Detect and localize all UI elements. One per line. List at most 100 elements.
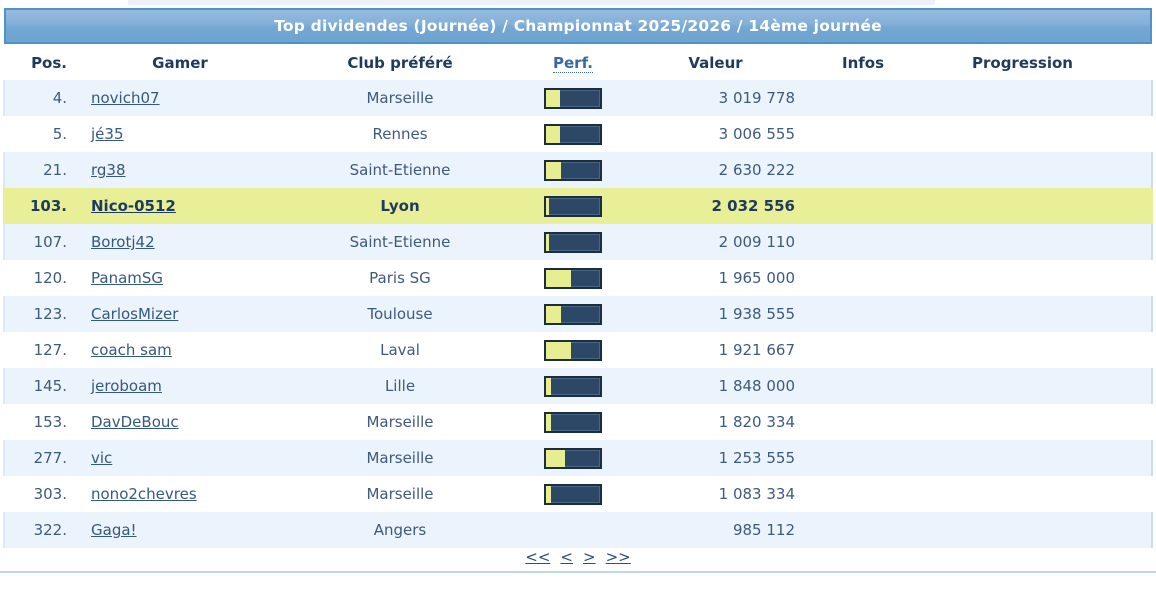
- pagination-first-link[interactable]: <<: [525, 548, 551, 566]
- valeur-cell: 3 019 778: [718, 89, 795, 107]
- club-cell: Marseille: [366, 449, 434, 467]
- table-row: 123. CarlosMizer Toulouse 1 938 555: [3, 296, 1153, 332]
- pos-cell: 103.: [29, 197, 67, 215]
- top-edge-strip: [128, 0, 935, 5]
- valeur-cell: 1 820 334: [718, 413, 795, 431]
- club-cell: Paris SG: [369, 269, 431, 287]
- gamer-link[interactable]: novich07: [91, 89, 160, 107]
- infos-cell: [798, 404, 928, 440]
- board-title-bar: Top dividendes (Journée) / Championnat 2…: [4, 8, 1152, 44]
- pos-cell: 322.: [33, 521, 67, 539]
- pos-cell: 5.: [52, 125, 67, 143]
- perf-bar: [544, 447, 602, 469]
- valeur-cell: 2 032 556: [711, 197, 795, 215]
- valeur-cell: 2 009 110: [718, 233, 795, 251]
- table-row: 277. vic Marseille 1 253 555: [3, 440, 1153, 476]
- gamer-link[interactable]: vic: [91, 449, 113, 467]
- pagination-prev-link[interactable]: <: [560, 548, 573, 566]
- perf-bar: [544, 483, 602, 505]
- pos-cell: 277.: [33, 449, 67, 467]
- perf-bar-fill: [546, 413, 551, 431]
- gamer-link[interactable]: jé35: [91, 125, 124, 143]
- perf-bar-fill: [546, 449, 565, 467]
- progression-cell: [928, 296, 1153, 332]
- gamer-link[interactable]: jeroboam: [91, 377, 162, 395]
- gamer-link[interactable]: CarlosMizer: [91, 305, 179, 323]
- progression-cell: [928, 332, 1153, 368]
- col-header-pos: Pos.: [31, 54, 67, 72]
- club-cell: Laval: [380, 341, 420, 359]
- perf-bar: [544, 87, 602, 109]
- club-cell: Marseille: [366, 485, 434, 503]
- board-title: Top dividendes (Journée) / Championnat 2…: [274, 17, 882, 35]
- progression-cell: [928, 116, 1153, 152]
- progression-cell: [928, 152, 1153, 188]
- perf-bar: [544, 123, 602, 145]
- perf-header-tooltip-link[interactable]: Perf.: [553, 54, 593, 73]
- valeur-cell: 1 083 334: [718, 485, 795, 503]
- progression-cell: [928, 188, 1153, 224]
- table-header-row: Pos. Gamer Club préféré Perf. Valeur Inf…: [3, 46, 1153, 80]
- valeur-cell: 1 253 555: [718, 449, 795, 467]
- infos-cell: [798, 224, 928, 260]
- table-row: 322. Gaga! Angers 985 112: [3, 512, 1153, 548]
- pos-cell: 153.: [33, 413, 67, 431]
- infos-cell: [798, 116, 928, 152]
- club-cell: Saint-Etienne: [349, 161, 451, 179]
- table-row: 120. PanamSG Paris SG 1 965 000: [3, 260, 1153, 296]
- perf-bar: [544, 195, 602, 217]
- infos-cell: [798, 440, 928, 476]
- pagination-last-link[interactable]: >>: [605, 548, 631, 566]
- gamer-link[interactable]: DavDeBouc: [91, 413, 179, 431]
- gamer-link[interactable]: Nico-0512: [91, 197, 176, 215]
- table-body: 4. novich07 Marseille 3 019 778 5. jé35 …: [3, 80, 1153, 548]
- club-cell: Toulouse: [367, 305, 433, 323]
- infos-cell: [798, 152, 928, 188]
- gamer-link[interactable]: PanamSG: [91, 269, 164, 287]
- perf-bar-fill: [546, 377, 551, 395]
- perf-bar: [544, 159, 602, 181]
- progression-cell: [928, 440, 1153, 476]
- gamer-link[interactable]: Gaga!: [91, 521, 137, 539]
- table-row: 107. Borotj42 Saint-Etienne 2 009 110: [3, 224, 1153, 260]
- club-cell: Saint-Etienne: [349, 233, 451, 251]
- perf-bar: [544, 411, 602, 433]
- club-cell: Rennes: [372, 125, 428, 143]
- table-row: 153. DavDeBouc Marseille 1 820 334: [3, 404, 1153, 440]
- pos-cell: 21.: [43, 161, 67, 179]
- club-cell: Marseille: [366, 89, 434, 107]
- perf-bar-fill: [546, 341, 571, 359]
- pos-cell: 123.: [33, 305, 67, 323]
- progression-cell: [928, 404, 1153, 440]
- infos-cell: [798, 332, 928, 368]
- valeur-cell: 1 921 667: [718, 341, 795, 359]
- perf-bar-fill: [546, 269, 571, 287]
- table-row: 303. nono2chevres Marseille 1 083 334: [3, 476, 1153, 512]
- perf-bar: [544, 231, 602, 253]
- perf-bar-fill: [546, 233, 550, 251]
- gamer-link[interactable]: Borotj42: [91, 233, 155, 251]
- club-cell: Lyon: [380, 197, 420, 215]
- gamer-link[interactable]: rg38: [91, 161, 126, 179]
- table-row: 145. jeroboam Lille 1 848 000: [3, 368, 1153, 404]
- table-row: 103. Nico-0512 Lyon 2 032 556: [3, 188, 1153, 224]
- pagination: << < > >>: [3, 548, 1153, 572]
- perf-bar-fill: [546, 161, 562, 179]
- infos-cell: [798, 260, 928, 296]
- gamer-link[interactable]: coach sam: [91, 341, 172, 359]
- perf-bar: [544, 267, 602, 289]
- pos-cell: 127.: [33, 341, 67, 359]
- progression-cell: [928, 260, 1153, 296]
- bottom-divider: [0, 571, 1156, 573]
- col-header-perf: Perf.: [513, 46, 633, 80]
- gamer-link[interactable]: nono2chevres: [91, 485, 197, 503]
- pos-cell: 107.: [33, 233, 67, 251]
- pagination-next-link[interactable]: >: [583, 548, 596, 566]
- perf-bar-fill: [546, 125, 560, 143]
- club-cell: Lille: [384, 377, 416, 395]
- valeur-cell: 1 938 555: [718, 305, 795, 323]
- perf-bar-fill: [546, 485, 552, 503]
- pos-cell: 4.: [52, 89, 67, 107]
- infos-cell: [798, 80, 928, 116]
- dividends-table: Pos. Gamer Club préféré Perf. Valeur Inf…: [3, 46, 1153, 548]
